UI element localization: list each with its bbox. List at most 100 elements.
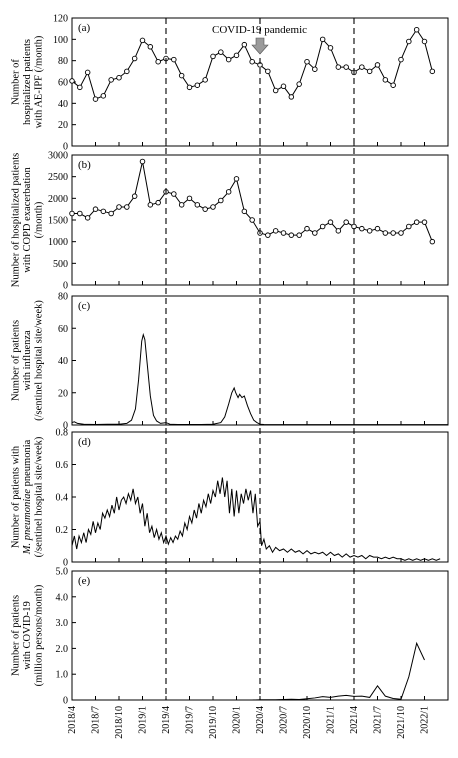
data-point: [108, 77, 114, 83]
data-point: [374, 62, 381, 68]
data-point: [319, 36, 326, 43]
data-point: [233, 176, 240, 182]
y-axis-label-line: Number of patients: [11, 320, 22, 401]
data-point: [382, 230, 389, 236]
data-point: [116, 74, 122, 81]
x-tick-label: 2020/1: [232, 706, 243, 734]
y-tick-label: 3.0: [56, 618, 69, 629]
data-point: [186, 84, 193, 91]
y-axis-label-line: (/sentinel hospital site/week): [34, 436, 45, 557]
y-tick-label: 80: [58, 292, 68, 303]
data-point: [272, 87, 279, 94]
data-point: [398, 56, 404, 63]
data-point: [421, 219, 428, 225]
data-point: [429, 68, 436, 75]
data-point: [194, 202, 201, 208]
data-point: [406, 38, 412, 45]
panel-label: (e): [78, 575, 91, 587]
x-tick-label: 2018/7: [91, 706, 102, 734]
y-tick-label: 120: [53, 14, 68, 25]
data-point: [202, 77, 208, 83]
y-tick-label: 500: [53, 259, 68, 270]
y-tick-label: 40: [58, 99, 68, 110]
x-tick-label: 2019/7: [185, 706, 196, 734]
data-point: [139, 158, 146, 165]
data-point: [116, 204, 122, 210]
data-point: [359, 64, 365, 70]
data-point: [225, 189, 232, 195]
data-point: [202, 206, 208, 212]
y-axis-label-line: M. pneumoniae pneumonia: [22, 439, 33, 555]
y-axis-label-line: with AE-IPF (/month): [34, 35, 45, 128]
y-tick-label: 5.0: [56, 567, 69, 578]
y-tick-label: 2500: [48, 172, 68, 183]
y-tick-label: 100: [53, 35, 68, 46]
data-point: [319, 223, 326, 230]
data-point: [210, 53, 216, 60]
data-point: [155, 199, 161, 206]
x-tick-label: 2020/7: [279, 706, 290, 734]
data-point: [100, 93, 107, 99]
data-point: [288, 232, 295, 238]
data-point: [84, 69, 91, 76]
data-point: [241, 41, 248, 48]
y-tick-label: 1.0: [56, 670, 69, 681]
data-point: [304, 225, 310, 232]
data-point: [288, 94, 295, 100]
data-point: [413, 26, 420, 33]
y-tick-label: 20: [58, 388, 68, 399]
data-point: [178, 202, 185, 208]
data-point: [69, 210, 75, 217]
x-tick-label: 2022/1: [420, 706, 431, 734]
data-point: [390, 230, 396, 236]
y-tick-label: 0.2: [56, 525, 69, 536]
data-point: [241, 208, 248, 215]
data-point: [312, 66, 318, 72]
panel-label: (b): [78, 159, 91, 171]
data-point: [155, 58, 161, 65]
data-point: [406, 223, 412, 230]
x-tick-label: 2020/4: [255, 706, 266, 734]
y-tick-label: 0: [63, 696, 68, 707]
data-point: [92, 96, 99, 102]
data-point: [413, 219, 420, 225]
data-point: [249, 58, 255, 65]
data-point: [147, 44, 154, 50]
data-point: [218, 49, 224, 55]
data-point: [382, 77, 389, 83]
series-line-4: [71, 477, 441, 561]
data-point: [171, 56, 177, 63]
data-point: [304, 58, 310, 65]
y-tick-label: 3000: [48, 151, 68, 162]
y-tick-label: 60: [58, 78, 68, 89]
data-point: [124, 204, 130, 210]
data-point: [178, 72, 185, 79]
data-point: [131, 193, 138, 199]
data-point: [233, 52, 240, 59]
y-tick-label: 4.0: [56, 592, 69, 603]
x-tick-label: 2018/10: [114, 706, 125, 739]
y-tick-label: 0: [63, 281, 68, 292]
data-point: [77, 84, 83, 91]
data-point: [296, 232, 302, 238]
data-point: [343, 64, 349, 70]
y-tick-label: 0.8: [56, 428, 69, 439]
data-point: [429, 238, 436, 245]
y-tick-label: 1500: [48, 216, 68, 227]
data-point: [218, 197, 224, 204]
covid-annotation-label: COVID-19 pandemic: [212, 24, 307, 36]
data-point: [390, 82, 396, 88]
x-tick-label: 2021/4: [349, 706, 360, 734]
series-line-3: [71, 332, 449, 426]
y-axis-label-line: with COPD exacerbation: [22, 166, 33, 272]
data-point: [265, 232, 271, 238]
data-point: [335, 228, 342, 234]
data-point: [359, 225, 365, 232]
data-point: [92, 206, 99, 212]
y-axis-label-line: Number of: [11, 59, 22, 105]
data-point: [265, 68, 271, 75]
x-tick-label: 2019/10: [208, 706, 219, 739]
x-tick-label: 2021/7: [373, 706, 384, 734]
